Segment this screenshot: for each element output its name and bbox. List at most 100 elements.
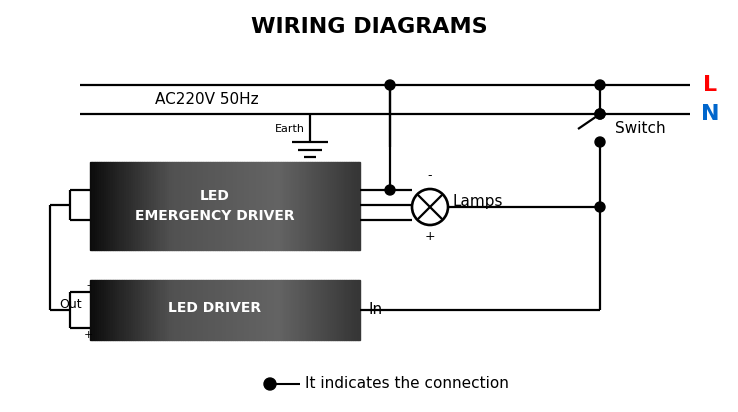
Bar [312, 162, 314, 250]
Bar [324, 162, 326, 250]
Bar [233, 162, 235, 250]
Bar [287, 162, 289, 250]
Bar [331, 162, 333, 250]
Bar [103, 162, 106, 250]
Bar [151, 162, 154, 250]
Bar [221, 162, 224, 250]
Bar [261, 162, 263, 250]
Bar [167, 162, 170, 250]
Bar [267, 280, 269, 340]
Bar [228, 162, 231, 250]
Bar [156, 162, 158, 250]
Text: +: + [424, 230, 435, 243]
Bar [244, 280, 246, 340]
Bar [249, 280, 251, 340]
Bar [97, 162, 99, 250]
Text: L: L [703, 75, 717, 95]
Bar [145, 280, 147, 340]
Bar [303, 280, 306, 340]
Bar [167, 280, 170, 340]
Bar [201, 280, 204, 340]
Bar [213, 280, 215, 340]
Text: It indicates the connection: It indicates the connection [305, 377, 509, 391]
Bar [181, 162, 183, 250]
Bar [249, 162, 251, 250]
Bar [138, 280, 140, 340]
Bar [185, 280, 187, 340]
Bar [204, 162, 206, 250]
Bar [328, 280, 331, 340]
Bar [301, 162, 303, 250]
Circle shape [595, 109, 605, 119]
Bar [192, 162, 194, 250]
Bar [344, 162, 346, 250]
Bar [228, 280, 231, 340]
Bar [115, 280, 117, 340]
Bar [301, 280, 303, 340]
Bar [289, 162, 292, 250]
Bar [199, 162, 201, 250]
Bar [120, 162, 122, 250]
Bar [314, 162, 317, 250]
Bar [306, 162, 308, 250]
Bar [314, 280, 317, 340]
Bar [210, 280, 213, 340]
Bar [140, 280, 142, 340]
Bar [251, 280, 253, 340]
Bar [346, 162, 348, 250]
Bar [274, 280, 276, 340]
Bar [187, 280, 190, 340]
Bar [246, 162, 249, 250]
Bar [158, 280, 160, 340]
Bar [111, 280, 113, 340]
Bar [278, 162, 280, 250]
Bar [337, 162, 339, 250]
Bar [185, 162, 187, 250]
Bar [174, 162, 176, 250]
Bar [92, 162, 94, 250]
Bar [253, 280, 255, 340]
Bar [124, 162, 126, 250]
Bar [172, 162, 174, 250]
Bar [162, 280, 165, 340]
Bar [292, 162, 294, 250]
Bar [172, 280, 174, 340]
Bar [122, 162, 124, 250]
Bar [120, 280, 122, 340]
Text: LED
EMERGENCY DRIVER: LED EMERGENCY DRIVER [135, 189, 294, 223]
Bar [190, 162, 192, 250]
Bar [108, 280, 111, 340]
Bar [217, 280, 219, 340]
Bar [358, 162, 360, 250]
Bar [115, 162, 117, 250]
Bar [156, 280, 158, 340]
Bar [103, 280, 106, 340]
Bar [258, 280, 261, 340]
Bar [335, 162, 337, 250]
Bar [317, 162, 319, 250]
Bar [194, 162, 196, 250]
Bar [174, 280, 176, 340]
Bar [354, 280, 356, 340]
Text: +: + [83, 330, 93, 340]
Bar [358, 280, 360, 340]
Bar [299, 162, 301, 250]
Bar [165, 162, 167, 250]
Bar [351, 162, 354, 250]
Bar [297, 162, 299, 250]
Bar [187, 162, 190, 250]
Bar [322, 162, 324, 250]
Bar [306, 280, 308, 340]
Bar [246, 280, 249, 340]
Bar [326, 280, 328, 340]
Bar [208, 280, 210, 340]
Bar [331, 280, 333, 340]
Bar [285, 162, 287, 250]
Bar [339, 280, 342, 340]
Bar [128, 162, 131, 250]
Bar [351, 280, 354, 340]
Bar [274, 162, 276, 250]
Bar [238, 280, 240, 340]
Bar [219, 162, 221, 250]
Bar [138, 162, 140, 250]
